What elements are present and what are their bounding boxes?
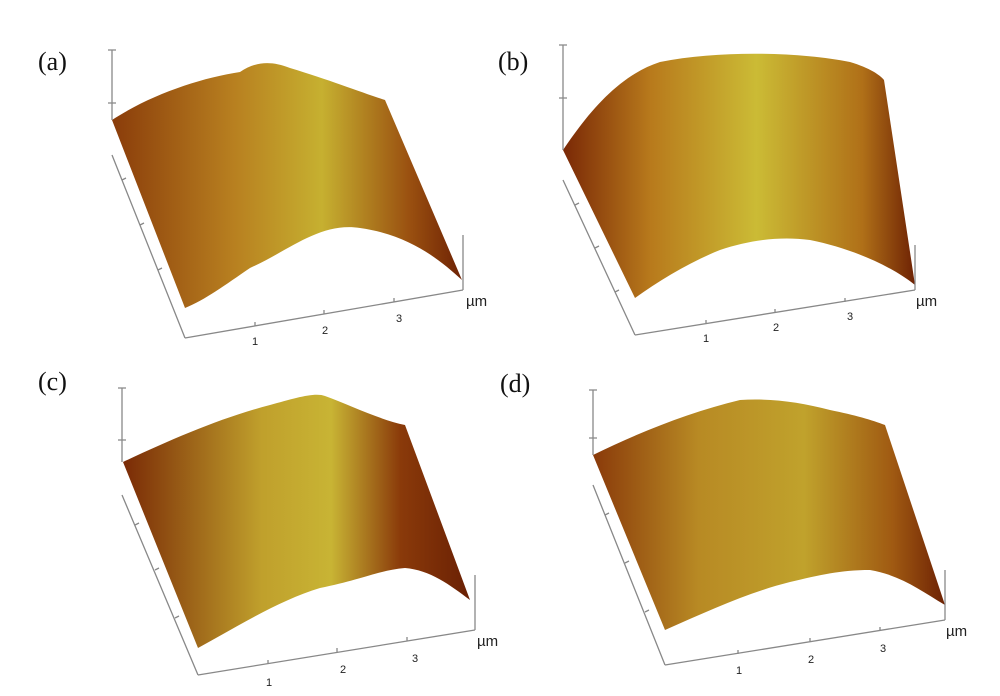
afm-surface <box>593 399 945 630</box>
y-axis <box>562 179 636 336</box>
panel-b: (b) 1 2 3 µm <box>498 44 937 345</box>
axis-unit: µm <box>946 623 967 640</box>
panel-d: (d) 1 2 3 µm <box>500 369 967 677</box>
axis-unit: µm <box>466 293 487 310</box>
x-axis <box>634 245 916 336</box>
z-axis <box>559 44 567 150</box>
afm-surface <box>563 53 915 298</box>
afm-surface <box>123 394 470 648</box>
x-tick: 2 <box>808 654 814 666</box>
x-tick: 1 <box>266 677 272 689</box>
x-tick: 1 <box>703 333 709 345</box>
z-axis <box>118 387 126 462</box>
x-tick: 3 <box>412 653 418 665</box>
panel-c: (c) 1 2 3 µm <box>38 367 498 689</box>
panel-label: (d) <box>500 369 530 398</box>
y-axis <box>111 154 186 339</box>
z-axis <box>589 389 597 455</box>
axis-unit: µm <box>477 633 498 650</box>
y-axis <box>592 484 666 666</box>
x-axis <box>664 570 946 666</box>
panel-label: (a) <box>38 47 67 76</box>
x-tick: 3 <box>847 311 853 323</box>
x-tick: 2 <box>773 322 779 334</box>
x-tick: 1 <box>736 665 742 677</box>
afm-surface <box>112 63 462 308</box>
x-axis <box>184 235 464 339</box>
axis-unit: µm <box>916 293 937 310</box>
x-tick: 3 <box>880 643 886 655</box>
z-axis <box>108 49 116 120</box>
x-axis <box>197 575 476 676</box>
panel-label: (b) <box>498 47 528 76</box>
x-tick: 2 <box>340 664 346 676</box>
panel-a: (a) 1 2 3 µm <box>38 47 487 348</box>
x-tick: 2 <box>322 325 328 337</box>
y-axis <box>121 494 199 676</box>
panel-label: (c) <box>38 367 67 396</box>
x-tick: 1 <box>252 336 258 348</box>
x-tick: 3 <box>396 313 402 325</box>
